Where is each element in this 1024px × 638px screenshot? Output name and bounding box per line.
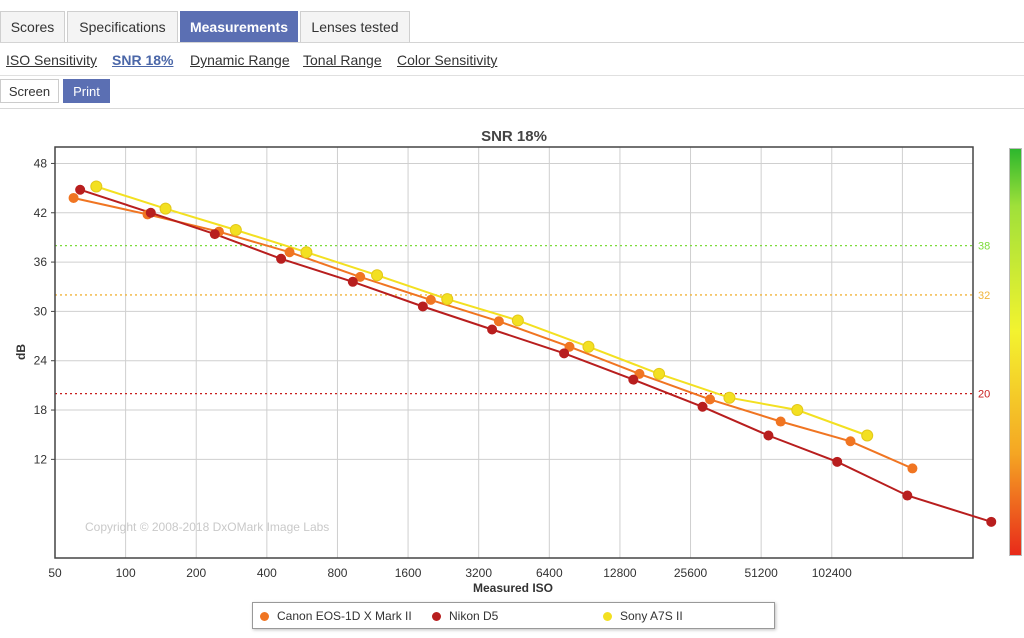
series-point-2 <box>90 180 103 193</box>
reference-label-20: 20 <box>978 389 990 401</box>
series-point-1 <box>209 229 220 240</box>
series-point-2 <box>653 367 666 380</box>
x-tick-label: 25600 <box>674 566 708 580</box>
link-iso-sensitivity[interactable]: ISO Sensitivity <box>6 52 98 68</box>
series-point-2 <box>582 340 595 353</box>
tab-scores[interactable]: Scores <box>0 11 65 42</box>
series-point-0 <box>284 247 295 258</box>
y-tick-label: 24 <box>34 354 48 368</box>
snr-chart: 38 32 20 12 18 24 30 36 42 48 50 100 200 400 800 1600 32… <box>14 128 997 595</box>
screen-button[interactable]: Screen <box>0 79 59 103</box>
y-tick-label: 42 <box>34 206 48 220</box>
y-tick-label: 18 <box>34 403 48 417</box>
series-point-1 <box>697 401 708 412</box>
print-button[interactable]: Print <box>63 79 110 103</box>
legend-item-canon[interactable]: Canon EOS-1D X Mark II <box>260 609 412 623</box>
series-point-1 <box>75 184 86 195</box>
series-line-2 <box>95 185 868 437</box>
series-point-1 <box>487 324 498 335</box>
x-tick-label: 102400 <box>812 566 852 580</box>
series-point-0 <box>705 394 716 405</box>
x-tick-label: 12800 <box>603 566 637 580</box>
x-tick-label: 100 <box>116 566 136 580</box>
series-point-2 <box>229 224 242 237</box>
tab-bar: Scores Specifications Measurements Lense… <box>0 0 1024 43</box>
series-point-0 <box>775 416 786 427</box>
series-point-0 <box>425 294 436 305</box>
legend-label-canon: Canon EOS-1D X Mark II <box>277 609 412 623</box>
x-tick-label: 800 <box>327 566 347 580</box>
legend-marker-nikon <box>432 611 441 621</box>
x-tick-label: 200 <box>186 566 206 580</box>
series-point-1 <box>832 456 843 467</box>
legend-label-nikon: Nikon D5 <box>449 609 499 623</box>
tab-lenses-tested[interactable]: Lenses tested <box>300 11 410 42</box>
plot-frame <box>54 146 974 559</box>
series-point-1 <box>347 276 358 287</box>
chart-title: SNR 18% <box>481 128 547 145</box>
plot-area <box>55 147 973 558</box>
y-tick-label: 48 <box>34 156 48 170</box>
x-tick-label: 50 <box>48 566 62 580</box>
series-point-2 <box>441 293 454 306</box>
divider <box>0 108 1024 109</box>
series-point-1 <box>145 207 156 218</box>
legend-marker-canon <box>260 611 269 621</box>
tab-measurements[interactable]: Measurements <box>180 11 298 42</box>
series-point-2 <box>159 202 172 215</box>
x-tick-label: 51200 <box>744 566 778 580</box>
link-tonal-range[interactable]: Tonal Range <box>303 52 382 68</box>
legend-item-nikon[interactable]: Nikon D5 <box>432 609 498 623</box>
x-axis-title: Measured ISO <box>473 581 553 595</box>
series-point-0 <box>845 436 856 447</box>
link-snr-18[interactable]: SNR 18% <box>112 52 174 68</box>
y-tick-label: 30 <box>34 304 48 318</box>
series-point-1 <box>559 348 570 359</box>
series-line-1 <box>79 188 992 523</box>
series-point-2 <box>300 246 313 259</box>
series-point-1 <box>902 490 913 501</box>
series-point-0 <box>493 316 504 327</box>
series-point-0 <box>355 271 366 282</box>
y-tick-label: 12 <box>34 452 48 466</box>
link-dynamic-range[interactable]: Dynamic Range <box>190 52 290 68</box>
series-point-0 <box>68 192 79 203</box>
series-point-2 <box>861 429 874 442</box>
series-point-0 <box>907 463 918 474</box>
measurement-subnav: ISO Sensitivity SNR 18% Dynamic Range To… <box>0 43 1024 76</box>
series-point-2 <box>371 269 384 282</box>
tab-specifications[interactable]: Specifications <box>67 11 178 42</box>
x-tick-label: 6400 <box>536 566 563 580</box>
series-point-1 <box>417 301 428 312</box>
reference-label-32: 32 <box>978 290 990 302</box>
series-point-1 <box>986 516 997 527</box>
series-point-2 <box>791 404 804 417</box>
reference-label-38: 38 <box>978 241 990 253</box>
series-point-2 <box>511 314 524 327</box>
y-tick-label: 36 <box>34 255 48 269</box>
chart-legend: Canon EOS-1D X Mark II Nikon D5 Sony A7S… <box>252 602 775 629</box>
series-point-1 <box>763 430 774 441</box>
legend-label-sony: Sony A7S II <box>620 609 683 623</box>
y-axis-title: dB <box>14 344 28 360</box>
x-tick-label: 1600 <box>395 566 422 580</box>
series-point-1 <box>628 374 639 385</box>
x-tick-label: 3200 <box>465 566 492 580</box>
legend-item-sony[interactable]: Sony A7S II <box>603 609 683 623</box>
copyright-watermark: Copyright © 2008-2018 DxOMark Image Labs <box>85 520 329 534</box>
x-tick-label: 400 <box>257 566 277 580</box>
series-point-2 <box>723 391 736 404</box>
series-point-1 <box>276 253 287 264</box>
legend-marker-sony <box>603 611 612 621</box>
color-scale-bar <box>1009 148 1022 556</box>
link-color-sensitivity[interactable]: Color Sensitivity <box>397 52 498 68</box>
